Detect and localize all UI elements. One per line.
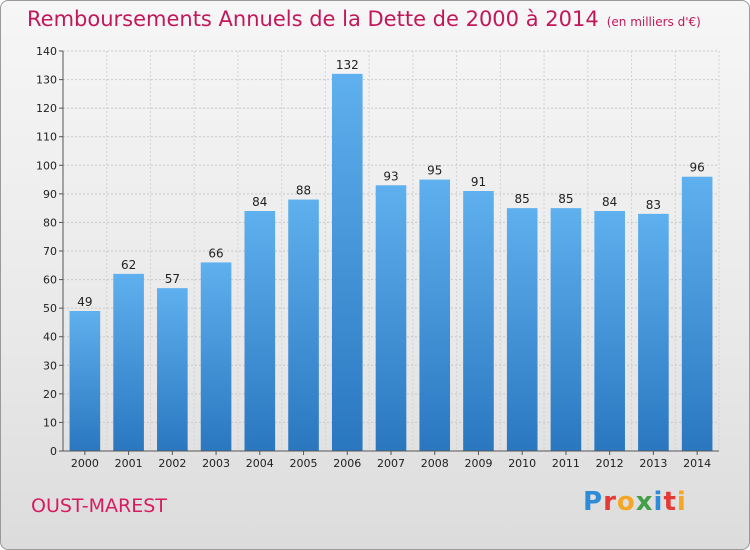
- y-tick-label: 30: [43, 359, 57, 372]
- data-label: 88: [296, 184, 311, 198]
- x-tick-label: 2009: [464, 457, 492, 470]
- logo-letter: o: [616, 487, 636, 517]
- bar-2009[interactable]: [463, 191, 494, 451]
- data-label: 96: [689, 161, 704, 175]
- chart-unit: (en milliers d'€): [606, 15, 701, 29]
- logo-letter: P: [583, 487, 604, 517]
- bars: 49 62 57 66 84 88 132 93 95 91 85 85 84 83 96: [69, 58, 713, 452]
- y-tick-label: 40: [43, 331, 57, 344]
- x-tick-label: 2007: [377, 457, 405, 470]
- x-tick-label: 2003: [202, 457, 230, 470]
- data-label: 132: [336, 58, 359, 72]
- y-tick-label: 110: [36, 131, 57, 144]
- bar-2001[interactable]: [113, 273, 144, 451]
- bar-2008[interactable]: [419, 179, 451, 452]
- x-tick-label: 2013: [639, 457, 667, 470]
- y-tick-label: 130: [36, 74, 57, 87]
- y-tick-label: 0: [50, 445, 57, 458]
- data-label: 66: [208, 246, 223, 260]
- x-tick-label: 2000: [71, 457, 99, 470]
- bar-2000[interactable]: [69, 311, 101, 451]
- bar-2012[interactable]: [594, 211, 625, 451]
- data-label: 91: [471, 175, 486, 189]
- bar-2004[interactable]: [244, 211, 276, 451]
- data-label: 57: [165, 272, 180, 286]
- x-tick-label: 2006: [333, 457, 361, 470]
- y-tick-label: 20: [43, 388, 57, 401]
- x-tick-label: 2010: [508, 457, 536, 470]
- data-label: 85: [558, 192, 573, 206]
- bar-2014[interactable]: [681, 176, 713, 451]
- data-label: 95: [427, 164, 442, 178]
- x-tick-label: 2005: [290, 457, 318, 470]
- x-tick-label: 2001: [115, 457, 143, 470]
- bar-2006[interactable]: [331, 73, 363, 451]
- x-tick-label: 2002: [158, 457, 186, 470]
- y-tick-label: 80: [43, 216, 57, 229]
- data-label: 84: [252, 195, 267, 209]
- data-label: 83: [646, 198, 661, 212]
- x-tick-label: 2011: [552, 457, 580, 470]
- bar-2003[interactable]: [200, 262, 232, 451]
- y-tick-label: 120: [36, 102, 57, 115]
- data-label: 62: [121, 258, 136, 272]
- bar-2013[interactable]: [638, 213, 669, 451]
- x-tick-label: 2004: [246, 457, 274, 470]
- logo-letter: t: [663, 487, 677, 517]
- logo-letter: i: [676, 487, 687, 517]
- place-name: OUST-MAREST: [31, 495, 167, 517]
- chart-title-text: Remboursements Annuels de la Dette de 20…: [27, 7, 599, 31]
- x-tick-label: 2014: [683, 457, 711, 470]
- bar-2007[interactable]: [375, 185, 407, 452]
- y-tick-label: 10: [43, 416, 57, 429]
- bar-2005[interactable]: [288, 199, 319, 451]
- axes: 0 10 20 30 40 50 60 70 80 90 100 110 120 130 140 2000 20…: [36, 45, 719, 470]
- y-tick-label: 70: [43, 245, 57, 258]
- x-tick-label: 2008: [421, 457, 449, 470]
- logo-letter: r: [603, 487, 617, 517]
- proxiti-logo[interactable]: Proxiti: [583, 487, 687, 517]
- y-tick-label: 140: [36, 45, 57, 58]
- y-tick-label: 60: [43, 274, 57, 287]
- bar-2010[interactable]: [506, 208, 538, 451]
- x-tick-label: 2012: [596, 457, 624, 470]
- bar-2002[interactable]: [157, 288, 188, 451]
- y-tick-label: 100: [36, 159, 57, 172]
- bar-2011[interactable]: [550, 208, 582, 451]
- y-tick-label: 50: [43, 302, 57, 315]
- chart-title: Remboursements Annuels de la Dette de 20…: [27, 7, 701, 31]
- data-label: 85: [515, 192, 530, 206]
- logo-letter: x: [635, 487, 654, 517]
- data-label: 84: [602, 195, 617, 209]
- data-label: 93: [383, 169, 398, 183]
- y-tick-label: 90: [43, 188, 57, 201]
- data-label: 49: [77, 295, 92, 309]
- logo-letter: i: [653, 487, 664, 517]
